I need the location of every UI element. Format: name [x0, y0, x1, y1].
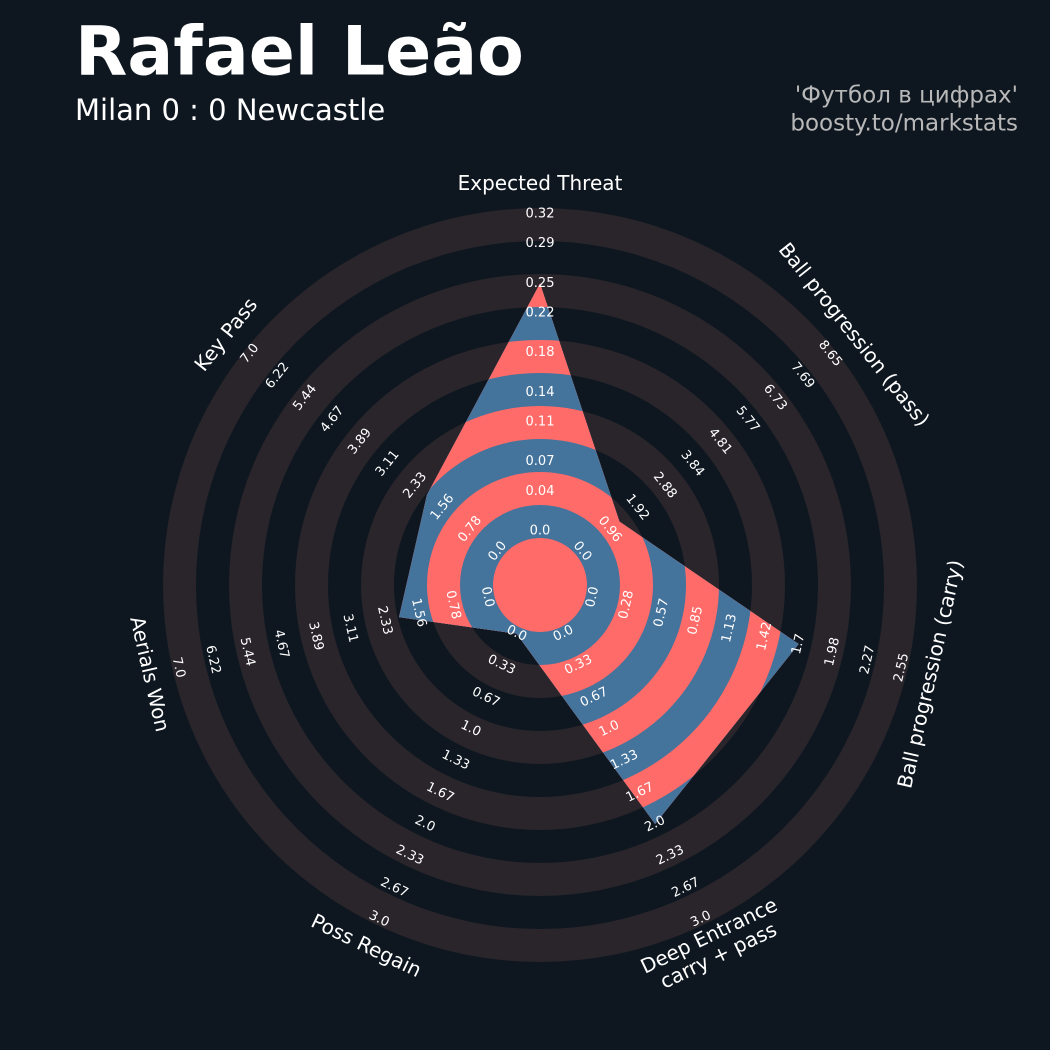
ring-label: 3.11 [340, 613, 361, 645]
ring-label: 0.28 [616, 589, 637, 621]
ring-label: 6.22 [202, 644, 223, 676]
ring-label: 1.98 [822, 636, 843, 668]
ring-label: 0.22 [526, 306, 555, 321]
title: Rafael Leão [75, 13, 524, 92]
ring-label: 0.14 [526, 385, 555, 400]
ring-label: 7.0 [169, 656, 188, 680]
ring-label: 0.25 [526, 276, 555, 291]
ring-label: 1.7 [789, 632, 808, 656]
param-label-line: Expected Threat [458, 171, 623, 195]
ring-label: 0.0 [478, 585, 497, 609]
ring-label: 0.07 [526, 454, 555, 469]
ring-label: 2.27 [857, 644, 878, 676]
ring-label: 4.67 [271, 628, 292, 660]
subtitle: Milan 0 : 0 Newcastle [75, 93, 385, 127]
ring-label: 1.56 [408, 597, 429, 629]
credit: boosty.to/markstats [790, 111, 1018, 137]
ring-label: 0.04 [526, 484, 555, 499]
ring-label: 0.0 [530, 524, 551, 539]
ring-label: 2.55 [891, 652, 912, 684]
ring-label: 0.57 [651, 597, 672, 629]
param-label: Expected Threat [458, 171, 623, 195]
ring-label: 2.33 [374, 605, 395, 637]
credit: 'Футбол в цифрах' [795, 83, 1018, 109]
ring-label: 3.89 [305, 620, 326, 652]
ring-label: 1.42 [754, 621, 775, 653]
ring [493, 538, 587, 632]
ring-label: 0.78 [442, 589, 463, 621]
ring-label: 5.44 [237, 636, 258, 668]
ring-label: 0.85 [685, 605, 706, 637]
ring-label: 0.11 [526, 415, 555, 430]
ring-label: 1.13 [719, 612, 740, 644]
ring-label: 0.32 [526, 207, 555, 222]
ring-label: 0.18 [526, 345, 555, 360]
ring-label: 0.29 [526, 236, 555, 251]
ring-label: 0.0 [583, 585, 602, 609]
